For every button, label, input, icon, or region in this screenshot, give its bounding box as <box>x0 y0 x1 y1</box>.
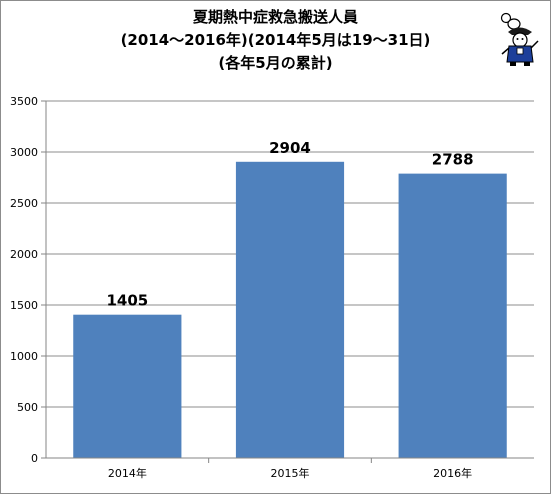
y-tick-label: 2500 <box>10 197 38 210</box>
y-tick-label: 1500 <box>10 299 38 312</box>
chart-title-line-1: 夏期熱中症救急搬送人員 <box>192 8 358 26</box>
x-tick-label: 2016年 <box>433 466 472 480</box>
y-tick-label: 3500 <box>10 95 38 108</box>
x-tick-label: 2015年 <box>271 466 310 480</box>
mascot-icon <box>500 12 539 66</box>
data-label: 1405 <box>106 292 148 310</box>
y-tick-label: 0 <box>31 452 38 465</box>
data-label: 2904 <box>269 139 311 157</box>
bar <box>235 161 345 459</box>
bar <box>73 314 182 458</box>
bar <box>398 173 507 458</box>
y-tick-label: 2000 <box>10 248 38 261</box>
y-tick-label: 1000 <box>10 350 38 363</box>
y-tick-label: 3000 <box>10 146 38 159</box>
data-label: 2788 <box>432 151 474 169</box>
y-tick-label: 500 <box>17 401 38 414</box>
x-tick-label: 2014年 <box>108 466 147 480</box>
chart-title: 夏期熱中症救急搬送人員 (2014～2016年)(2014年5月は19～31日)… <box>0 6 551 75</box>
chart-title-line-2: (2014～2016年)(2014年5月は19～31日) <box>120 31 431 49</box>
chart-title-line-3: (各年5月の累計) <box>218 54 333 72</box>
